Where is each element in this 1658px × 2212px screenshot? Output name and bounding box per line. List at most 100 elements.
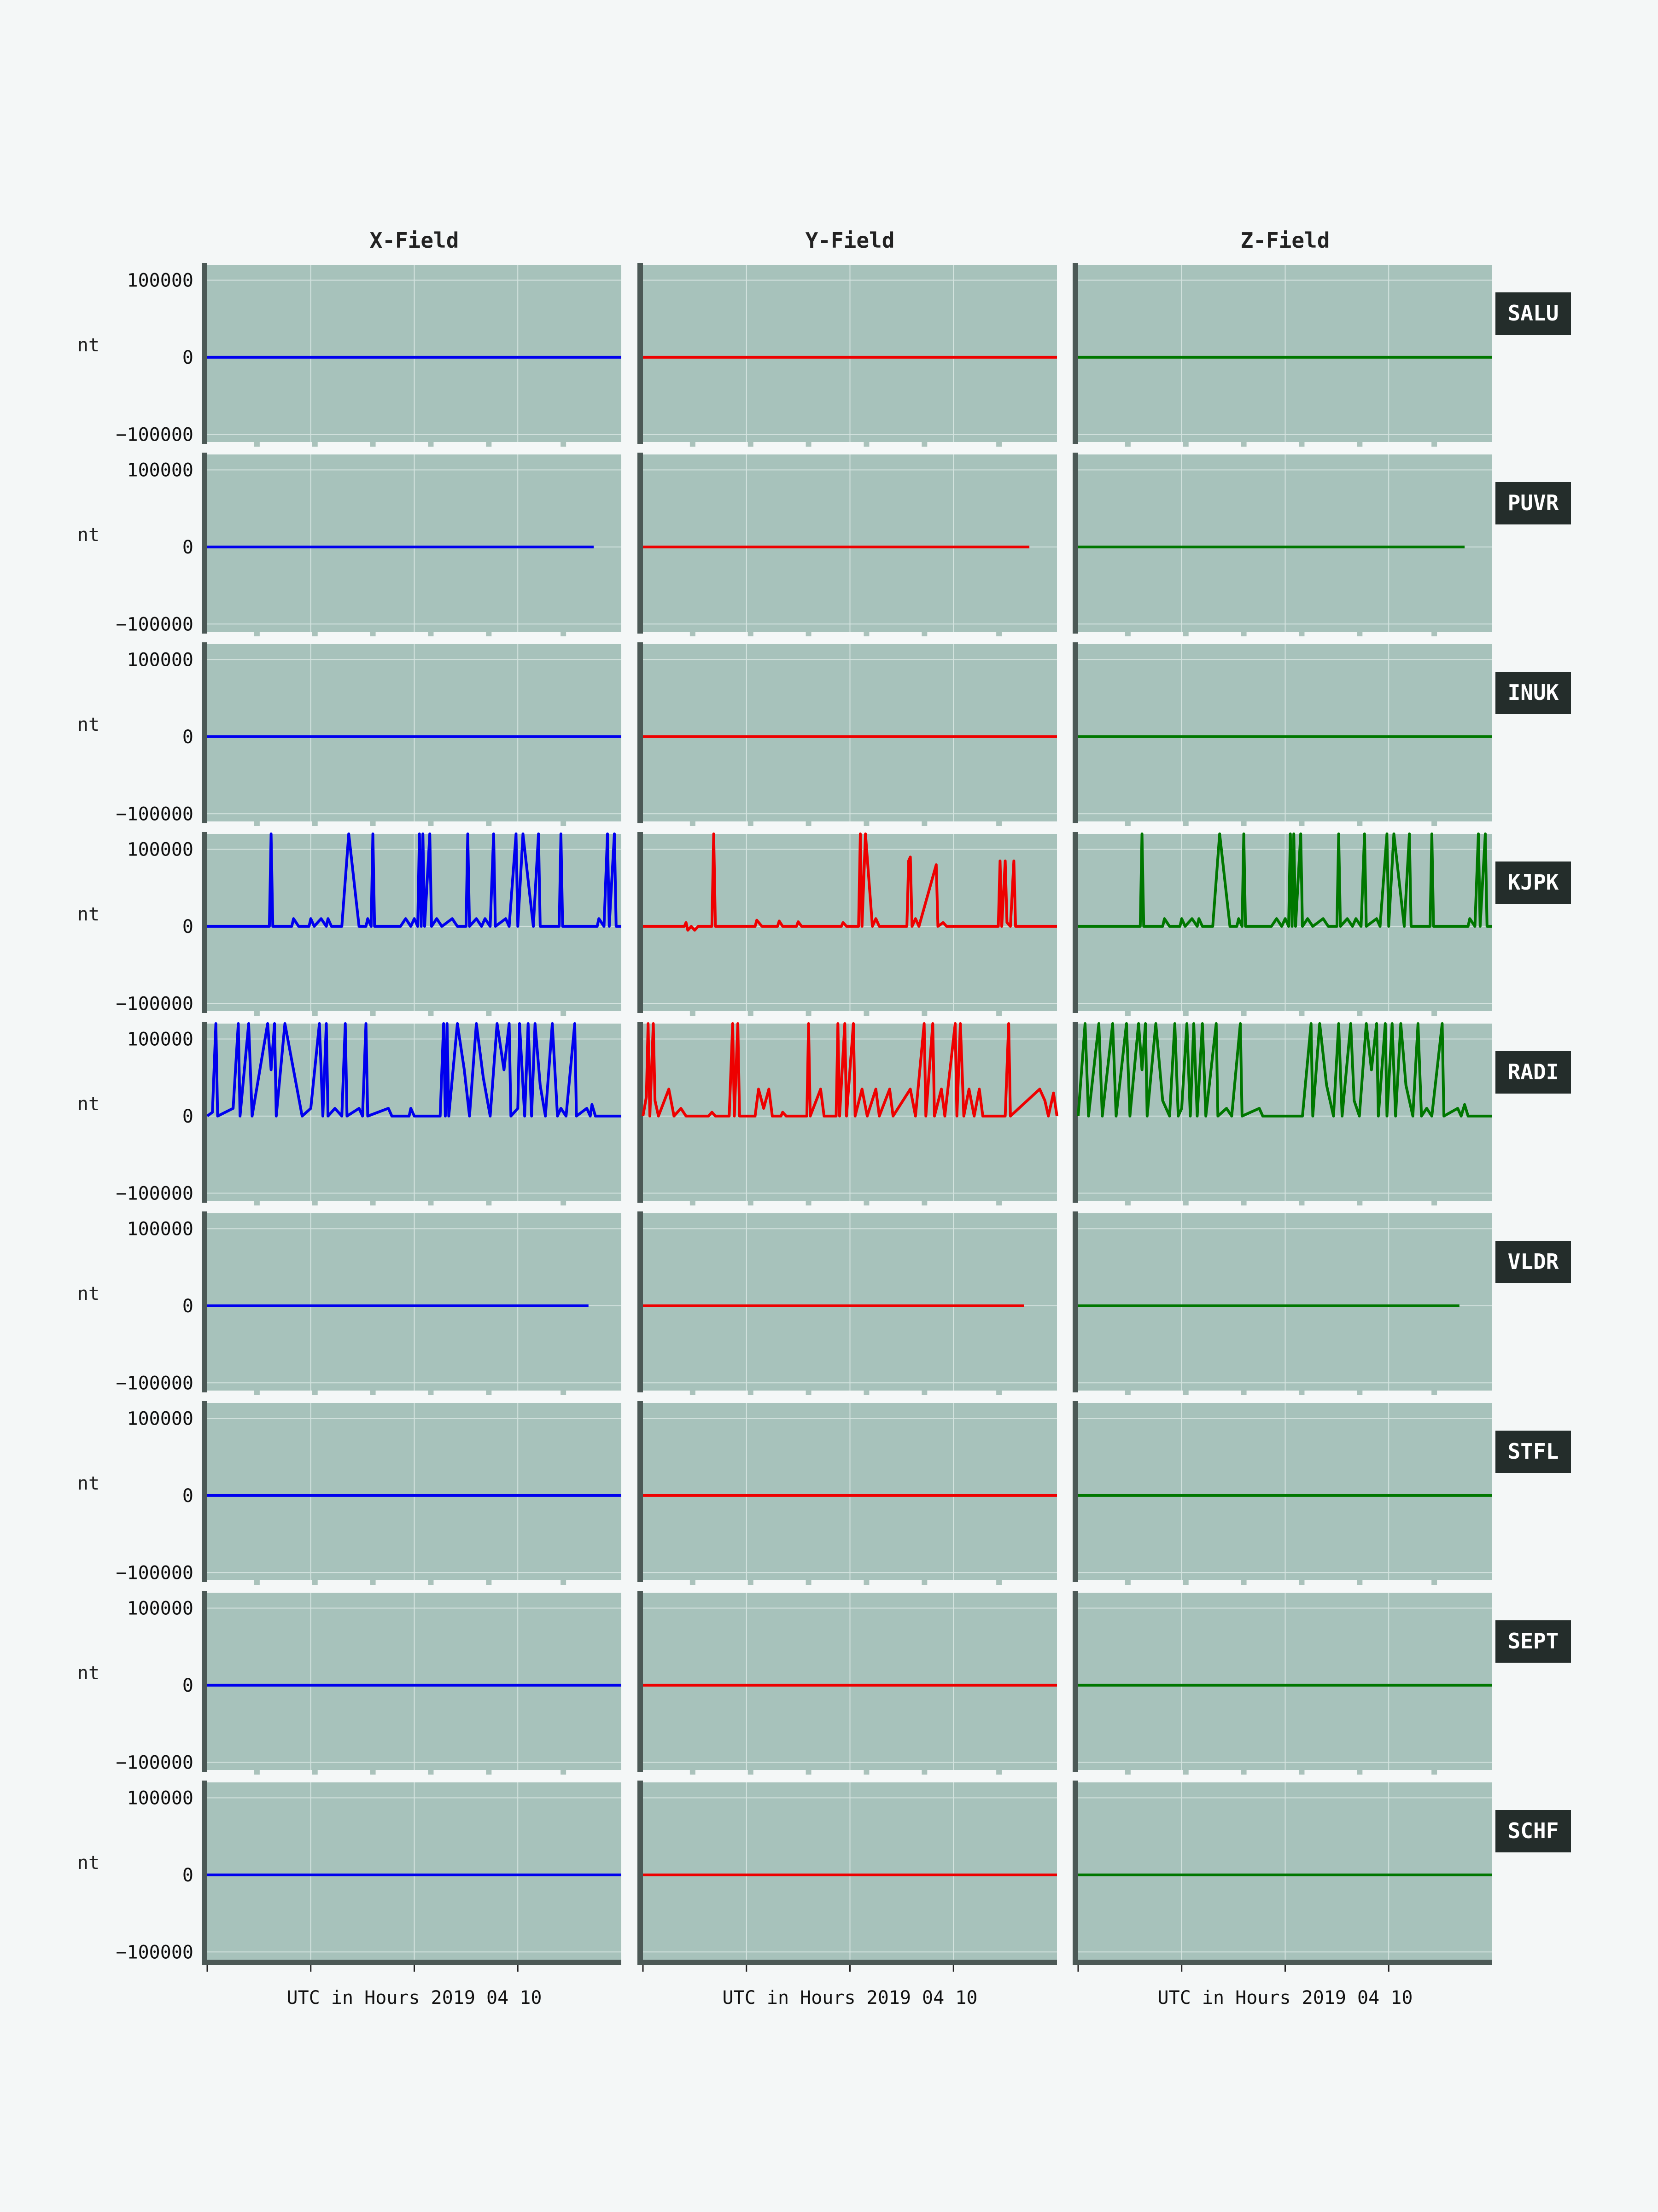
minor-tick [996,1201,1002,1205]
ytick-label: 0 [182,1485,193,1507]
ytick-label: 0 [182,1865,193,1886]
station-label-schf: SCHF [1508,1818,1559,1843]
station-badge-salu [1495,292,1571,335]
minor-tick [922,1580,928,1585]
minor-tick [370,1391,376,1395]
minor-tick [689,442,695,447]
ytick-label: −100000 [116,424,193,445]
minor-tick [747,1580,753,1585]
plot-left-spine [637,642,643,823]
minor-tick [996,632,1002,636]
ytick-label: −100000 [116,1942,193,1963]
ytick-label: 100000 [127,1787,194,1809]
plot-bottom-spine [1073,1960,1492,1965]
plot-left-spine [1073,453,1078,634]
minor-tick [560,1201,566,1205]
minor-tick [486,1580,492,1585]
minor-tick [689,1770,695,1775]
minor-tick [996,1770,1002,1775]
ytick-label: 100000 [127,1029,194,1050]
minor-tick [254,1770,260,1775]
minor-tick [312,821,318,826]
minor-tick [1431,1201,1437,1205]
ytick-label: −100000 [116,1373,193,1394]
minor-tick [922,821,928,826]
minor-tick [254,1201,260,1205]
minor-tick [996,1391,1002,1395]
plot-left-spine [1073,1211,1078,1392]
xlabel-z-field: UTC in Hours 2019 04 10 [1158,1987,1413,2008]
minor-tick [370,632,376,636]
minor-tick [1125,1391,1131,1395]
ytick-label: 100000 [127,1218,194,1240]
ytick-label: −100000 [116,803,193,825]
minor-tick [1183,1011,1189,1016]
minor-tick [1183,632,1189,636]
minor-tick [560,821,566,826]
minor-tick [864,632,870,636]
minor-tick [1125,1580,1131,1585]
minor-tick [486,1201,492,1205]
minor-tick [1431,1011,1437,1016]
plot-left-spine [637,453,643,634]
minor-tick [922,1770,928,1775]
minor-tick [864,821,870,826]
plot-left-spine [637,832,643,1013]
column-title-y-field: Y-Field [806,228,895,253]
minor-tick [1357,442,1363,447]
minor-tick [806,1391,811,1395]
ytick-label: 100000 [127,649,194,670]
minor-tick [689,821,695,826]
minor-tick [864,1391,870,1395]
minor-tick [428,1770,434,1775]
minor-tick [806,821,811,826]
ytick-label: 100000 [127,460,194,481]
minor-tick [922,1391,928,1395]
minor-tick [1183,1391,1189,1395]
minor-tick [1299,1011,1305,1016]
minor-tick [486,821,492,826]
ytick-label: 0 [182,1296,193,1317]
minor-tick [1125,821,1131,826]
ylabel-puvr: nt [77,524,99,546]
ylabel-inuk: nt [77,714,99,735]
ytick-label: 0 [182,727,193,748]
minor-tick [747,1391,753,1395]
minor-tick [1299,632,1305,636]
minor-tick [1431,1770,1437,1775]
plot-left-spine [202,832,207,1013]
station-label-puvr: PUVR [1508,490,1559,515]
minor-tick [370,1770,376,1775]
minor-tick [560,1580,566,1585]
minor-tick [560,1011,566,1016]
plot-left-spine [202,453,207,634]
ytick-label: −100000 [116,1752,193,1773]
plot-left-spine [202,1211,207,1392]
minor-tick [1183,442,1189,447]
minor-tick [312,1011,318,1016]
minor-tick [864,1011,870,1016]
station-label-vldr: VLDR [1508,1249,1559,1274]
minor-tick [312,632,318,636]
station-badge-vldr [1495,1241,1571,1283]
minor-tick [1241,1580,1247,1585]
minor-tick [996,442,1002,447]
minor-tick [922,442,928,447]
minor-tick [864,1580,870,1585]
minor-tick [689,1011,695,1016]
station-badge-radi [1495,1051,1571,1094]
minor-tick [428,821,434,826]
minor-tick [1357,1391,1363,1395]
minor-tick [254,1580,260,1585]
minor-tick [1357,821,1363,826]
minor-tick [428,1201,434,1205]
station-badge-inuk [1495,672,1571,714]
series-kjpk-x-field [207,832,621,928]
plot-left-spine [202,1591,207,1772]
minor-tick [1357,632,1363,636]
station-label-inuk: INUK [1508,680,1559,705]
minor-tick [864,1770,870,1775]
plot-left-spine [637,1401,643,1582]
minor-tick [689,632,695,636]
